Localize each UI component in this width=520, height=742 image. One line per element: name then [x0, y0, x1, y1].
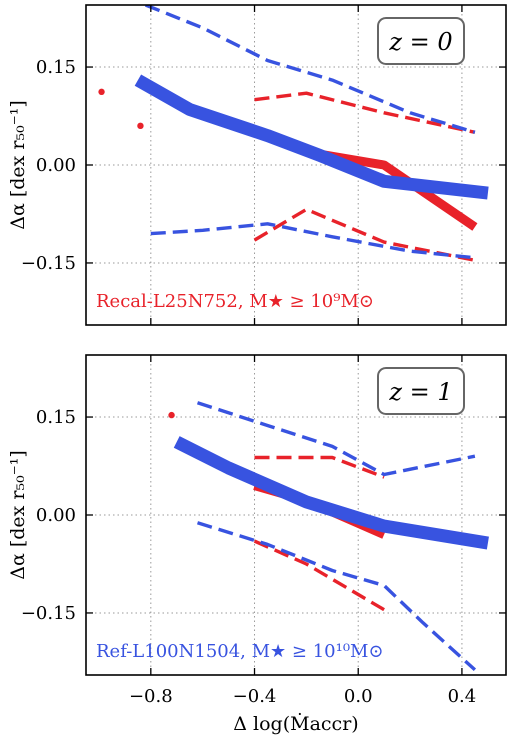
x-tick-label: −0.8: [129, 686, 173, 707]
panel-bottom: −0.8 −0.4 0.0 0.4 −0.15 0.00 0.15 Δα [dex r₅₀⁻¹…: [7, 354, 507, 735]
percentile-line-red: [254, 455, 385, 479]
redshift-label: z = 0: [388, 28, 452, 56]
x-tick-label: 0.4: [448, 686, 477, 707]
percentile-line-blue: [196, 401, 476, 477]
series-group: [168, 401, 489, 672]
y-tick-label: 0.00: [36, 505, 76, 526]
data-point-red: [168, 411, 175, 419]
x-tick-label: −0.4: [233, 686, 277, 707]
panel-top: −0.15 0.00 0.15 Δα [dex r₅₀⁻¹] z = 0 Recal-L2…: [7, 4, 507, 326]
y-axis-label: Δα [dex r₅₀⁻¹]: [7, 100, 29, 230]
percentile-line-red: [254, 91, 476, 134]
x-tick-label: 0.0: [344, 686, 373, 707]
percentile-line-red: [253, 539, 385, 612]
series-group: [98, 5, 489, 262]
redshift-label-box: [377, 17, 465, 65]
y-tick-label: 0.15: [36, 57, 76, 78]
data-point-red: [137, 122, 144, 130]
median-line-blue: [134, 74, 489, 200]
sample-label: Ref-L100N1504, M★ ≥ 10¹⁰M⊙: [96, 641, 384, 662]
redshift-label-box: [377, 367, 465, 415]
x-axis-label: Δ log(Ṁaccr): [233, 712, 358, 735]
y-tick-label: 0.00: [36, 155, 76, 176]
percentile-line-blue: [150, 222, 476, 260]
y-tick-label: 0.15: [36, 407, 76, 428]
median-line-blue: [173, 436, 489, 550]
percentile-line-blue: [144, 5, 476, 134]
percentile-line-red: [253, 207, 476, 262]
y-tick-label: −0.15: [21, 603, 76, 624]
redshift-label: z = 1: [388, 378, 452, 406]
data-point-red: [98, 88, 105, 96]
sample-label: Recal-L25N752, M★ ≥ 10⁹M⊙: [96, 291, 374, 312]
y-tick-label: −0.15: [21, 253, 76, 274]
y-axis-label: Δα [dex r₅₀⁻¹]: [7, 450, 29, 580]
